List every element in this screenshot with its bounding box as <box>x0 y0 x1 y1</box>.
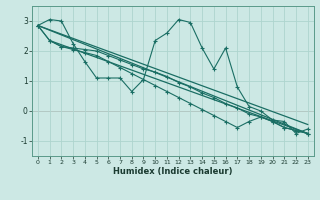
X-axis label: Humidex (Indice chaleur): Humidex (Indice chaleur) <box>113 167 233 176</box>
